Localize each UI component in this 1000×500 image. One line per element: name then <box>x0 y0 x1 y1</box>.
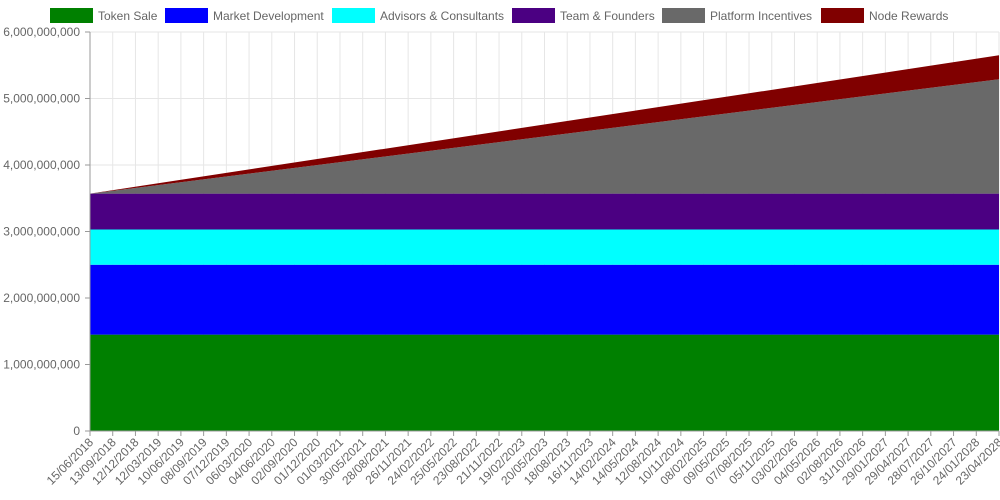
legend-item-token-sale: Token Sale <box>50 8 158 23</box>
legend-item-node-rewards: Node Rewards <box>821 8 948 23</box>
legend-label: Platform Incentives <box>710 9 812 23</box>
y-tick-label: 2,000,000,000 <box>3 291 80 305</box>
y-tick-label: 4,000,000,000 <box>3 158 80 172</box>
legend-swatch <box>821 8 864 23</box>
y-tick-label: 1,000,000,000 <box>3 358 80 372</box>
legend-item-team-and-founders: Team & Founders <box>512 8 655 23</box>
legend-swatch <box>662 8 705 23</box>
chart-legend: Token Sale Market Development Advisors & C… <box>50 8 948 23</box>
legend-label: Team & Founders <box>560 9 655 23</box>
x-axis-ticks: 15/06/201813/09/201812/12/201812/03/2019… <box>44 431 1000 488</box>
legend-label: Token Sale <box>98 9 158 23</box>
y-tick-label: 0 <box>73 424 80 438</box>
legend-item-market-development: Market Development <box>165 8 324 23</box>
legend-label: Market Development <box>213 9 324 23</box>
area-market-development <box>90 264 999 335</box>
area-node-rewards <box>90 55 999 194</box>
area-team-and-founders <box>90 193 999 230</box>
legend-swatch <box>332 8 375 23</box>
chart-areas <box>90 55 999 431</box>
legend-item-advisors-and-consultants: Advisors & Consultants <box>332 8 504 23</box>
y-axis-ticks: 0 1,000,000,000 2,000,000,000 3,000,000,000… <box>3 25 90 438</box>
y-tick-label: 6,000,000,000 <box>3 25 80 39</box>
legend-label: Advisors & Consultants <box>380 9 504 23</box>
legend-item-platform-incentives: Platform Incentives <box>662 8 812 23</box>
legend-swatch <box>165 8 208 23</box>
legend-swatch <box>512 8 555 23</box>
legend-swatch <box>50 8 93 23</box>
y-tick-label: 5,000,000,000 <box>3 92 80 106</box>
area-token-sale <box>90 334 999 431</box>
y-tick-label: 3,000,000,000 <box>3 225 80 239</box>
area-advisors-and-consultants <box>90 229 999 265</box>
legend-label: Node Rewards <box>869 9 948 23</box>
